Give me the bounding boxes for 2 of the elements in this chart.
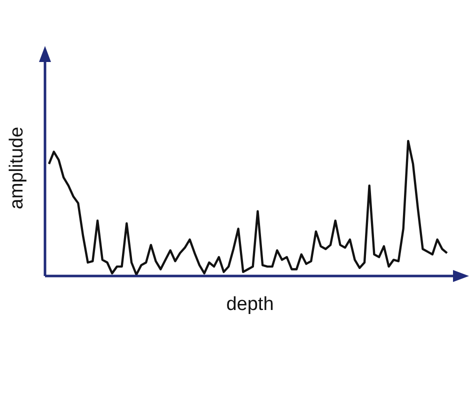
x-axis-title: depth [226, 294, 274, 315]
y-axis-title: amplitude [6, 126, 28, 210]
